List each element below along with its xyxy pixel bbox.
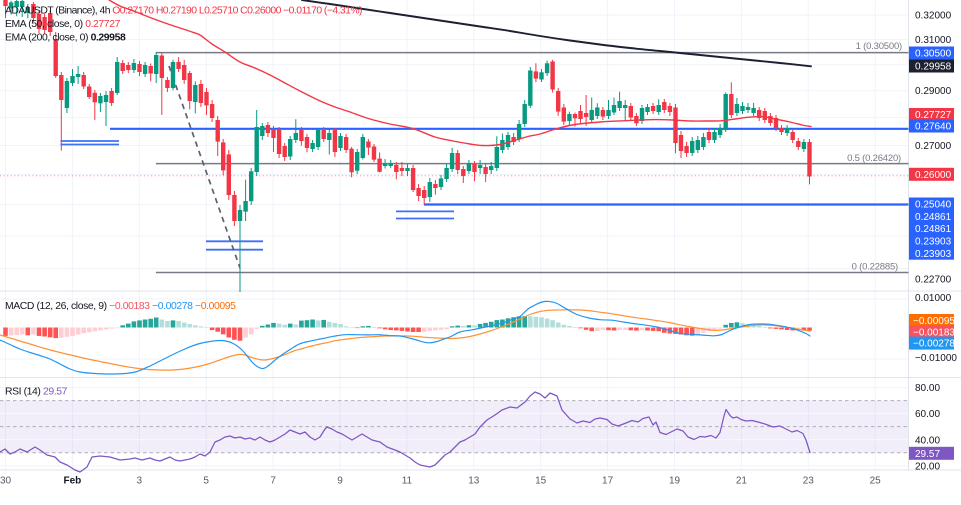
- svg-text:ADA/USDT (Binance), 4h O0.271: ADA/USDT (Binance), 4h O0.27170 H0.27190…: [5, 6, 362, 17]
- svg-text:MACD (12, 26, close, 9) −0.00: MACD (12, 26, close, 9) −0.00183 −0.0027…: [5, 301, 236, 312]
- svg-text:0.26000: 0.26000: [915, 170, 952, 181]
- svg-text:0.32000: 0.32000: [915, 10, 952, 21]
- svg-text:−0.00278: −0.00278: [913, 339, 955, 350]
- svg-text:25: 25: [870, 476, 882, 487]
- svg-text:0 (0.22885): 0 (0.22885): [852, 261, 898, 272]
- svg-text:0.01000: 0.01000: [915, 293, 952, 304]
- svg-text:RSI (14) 29.57: RSI (14) 29.57: [5, 387, 68, 398]
- svg-text:21: 21: [736, 476, 748, 487]
- svg-text:0.23903: 0.23903: [915, 249, 952, 260]
- svg-text:0.23903: 0.23903: [915, 237, 952, 248]
- svg-text:3: 3: [137, 476, 143, 487]
- svg-text:20.00: 20.00: [915, 461, 940, 472]
- svg-text:0.27727: 0.27727: [915, 110, 952, 121]
- svg-text:0.5 (0.26420): 0.5 (0.26420): [847, 153, 901, 164]
- svg-text:0.30500: 0.30500: [915, 49, 952, 60]
- svg-text:29.57: 29.57: [915, 449, 940, 460]
- svg-text:60.00: 60.00: [915, 409, 940, 420]
- svg-text:−0.00183: −0.00183: [913, 327, 955, 338]
- svg-text:15: 15: [535, 476, 547, 487]
- svg-text:1 (0.30500): 1 (0.30500): [856, 41, 902, 52]
- svg-text:40.00: 40.00: [915, 435, 940, 446]
- svg-text:EMA (50, close, 0) 0.27727: EMA (50, close, 0) 0.27727: [5, 19, 121, 30]
- svg-text:11: 11: [402, 476, 413, 487]
- svg-text:EMA (200, close, 0) 0.29958: EMA (200, close, 0) 0.29958: [5, 32, 126, 43]
- svg-text:80.00: 80.00: [915, 383, 940, 394]
- svg-text:0.29958: 0.29958: [915, 62, 952, 73]
- svg-text:−0.01000: −0.01000: [915, 353, 957, 364]
- svg-text:0.24861: 0.24861: [915, 212, 952, 223]
- svg-text:7: 7: [270, 476, 276, 487]
- svg-text:Feb: Feb: [64, 476, 82, 487]
- svg-text:17: 17: [602, 476, 614, 487]
- svg-text:0.24861: 0.24861: [915, 224, 952, 235]
- svg-text:23: 23: [803, 476, 815, 487]
- svg-text:0.31000: 0.31000: [915, 35, 952, 46]
- svg-text:0.25040: 0.25040: [915, 200, 952, 211]
- svg-text:19: 19: [669, 476, 681, 487]
- svg-text:−0.00095: −0.00095: [913, 316, 955, 327]
- svg-text:5: 5: [203, 476, 209, 487]
- svg-text:0.22700: 0.22700: [915, 275, 952, 286]
- svg-text:30: 30: [0, 476, 11, 487]
- svg-text:9: 9: [337, 476, 343, 487]
- svg-text:13: 13: [468, 476, 480, 487]
- svg-text:0.29000: 0.29000: [915, 86, 952, 97]
- svg-text:0.27640: 0.27640: [915, 122, 952, 133]
- svg-text:0.27000: 0.27000: [915, 141, 952, 152]
